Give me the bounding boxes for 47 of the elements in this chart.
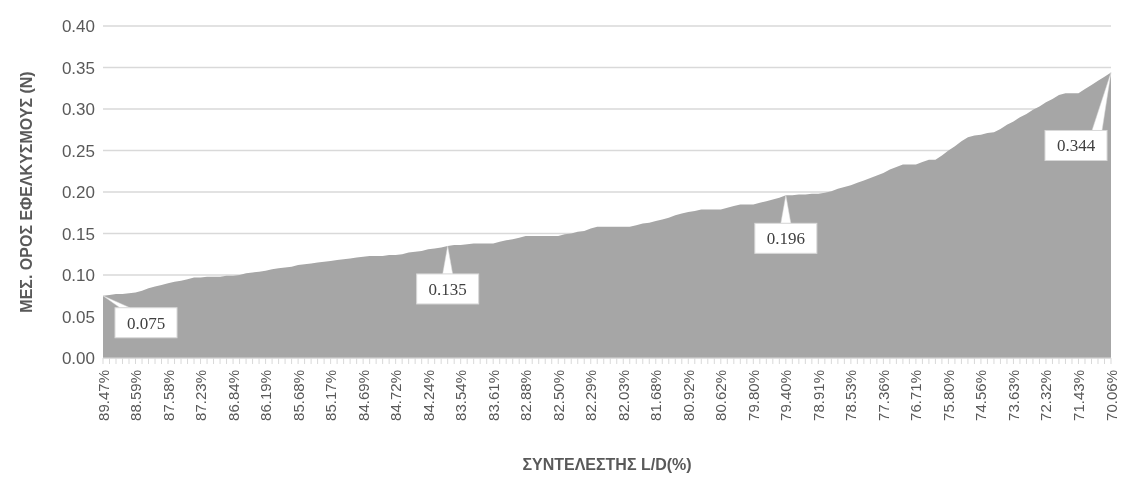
x-tick-label: 81.68% [647, 370, 665, 421]
x-tick-label: 84.69% [354, 370, 372, 421]
x-tick-label: 79.80% [744, 370, 762, 421]
x-tick-label: 79.40% [777, 370, 795, 421]
y-tick-label: 0.30 [61, 100, 95, 120]
x-tick-label: 86.19% [257, 370, 275, 421]
y-tick-label: 0.25 [61, 141, 95, 161]
y-axis-title: ΜΕΣ. ΟΡΟΣ ΕΦΕΛΚΥΣΜΟΥΣ (N) [17, 71, 35, 313]
y-tick-label: 0.20 [61, 183, 95, 203]
x-tick-label: 88.59% [127, 370, 145, 421]
x-tick-label: 84.72% [387, 370, 405, 421]
x-tick-label: 78.91% [809, 370, 827, 421]
x-tick-label: 71.43% [1069, 370, 1087, 421]
x-tick-label: 83.61% [484, 370, 502, 421]
x-tick-label: 77.36% [874, 370, 892, 421]
x-tick-label: 85.17% [322, 370, 340, 421]
x-tick-label: 82.29% [582, 370, 600, 421]
y-tick-label: 0.05 [61, 307, 95, 327]
x-tick-label: 86.84% [224, 370, 242, 421]
x-tick-label: 70.06% [1102, 370, 1120, 421]
y-tick-label: 0.15 [61, 224, 95, 244]
y-tick-label: 0.10 [61, 266, 95, 286]
x-tick-label: 80.92% [679, 370, 697, 421]
x-tick-label: 72.32% [1037, 370, 1055, 421]
y-tick-label: 0.00 [61, 349, 95, 369]
x-tick-label: 89.47% [94, 370, 112, 421]
x-tick-label: 82.88% [517, 370, 535, 421]
data-label: 0.196 [766, 229, 805, 249]
x-tick-label: 87.58% [159, 370, 177, 421]
data-label: 0.075 [126, 313, 166, 333]
x-axis-title: ΣΥΝΤΕΛΕΣΤΗΣ L/D(%) [522, 456, 692, 473]
x-tick-label: 82.50% [549, 370, 567, 421]
x-tick-label: 74.56% [972, 370, 990, 421]
x-tick-label: 78.53% [842, 370, 860, 421]
x-tick-label: 75.80% [939, 370, 957, 421]
y-tick-label: 0.40 [61, 17, 95, 37]
x-tick-label: 80.62% [712, 370, 730, 421]
x-tick-label: 87.23% [192, 370, 210, 421]
x-tick-label: 83.54% [452, 370, 470, 421]
x-tick-label: 82.03% [614, 370, 632, 421]
x-tick-label: 84.24% [419, 370, 437, 421]
x-tick-label: 76.71% [907, 370, 925, 421]
data-label: 0.135 [428, 279, 467, 299]
x-tick-label: 85.68% [289, 370, 307, 421]
y-tick-label: 0.35 [61, 58, 95, 78]
data-label: 0.344 [1056, 136, 1096, 156]
x-tick-label: 73.63% [1004, 370, 1022, 421]
